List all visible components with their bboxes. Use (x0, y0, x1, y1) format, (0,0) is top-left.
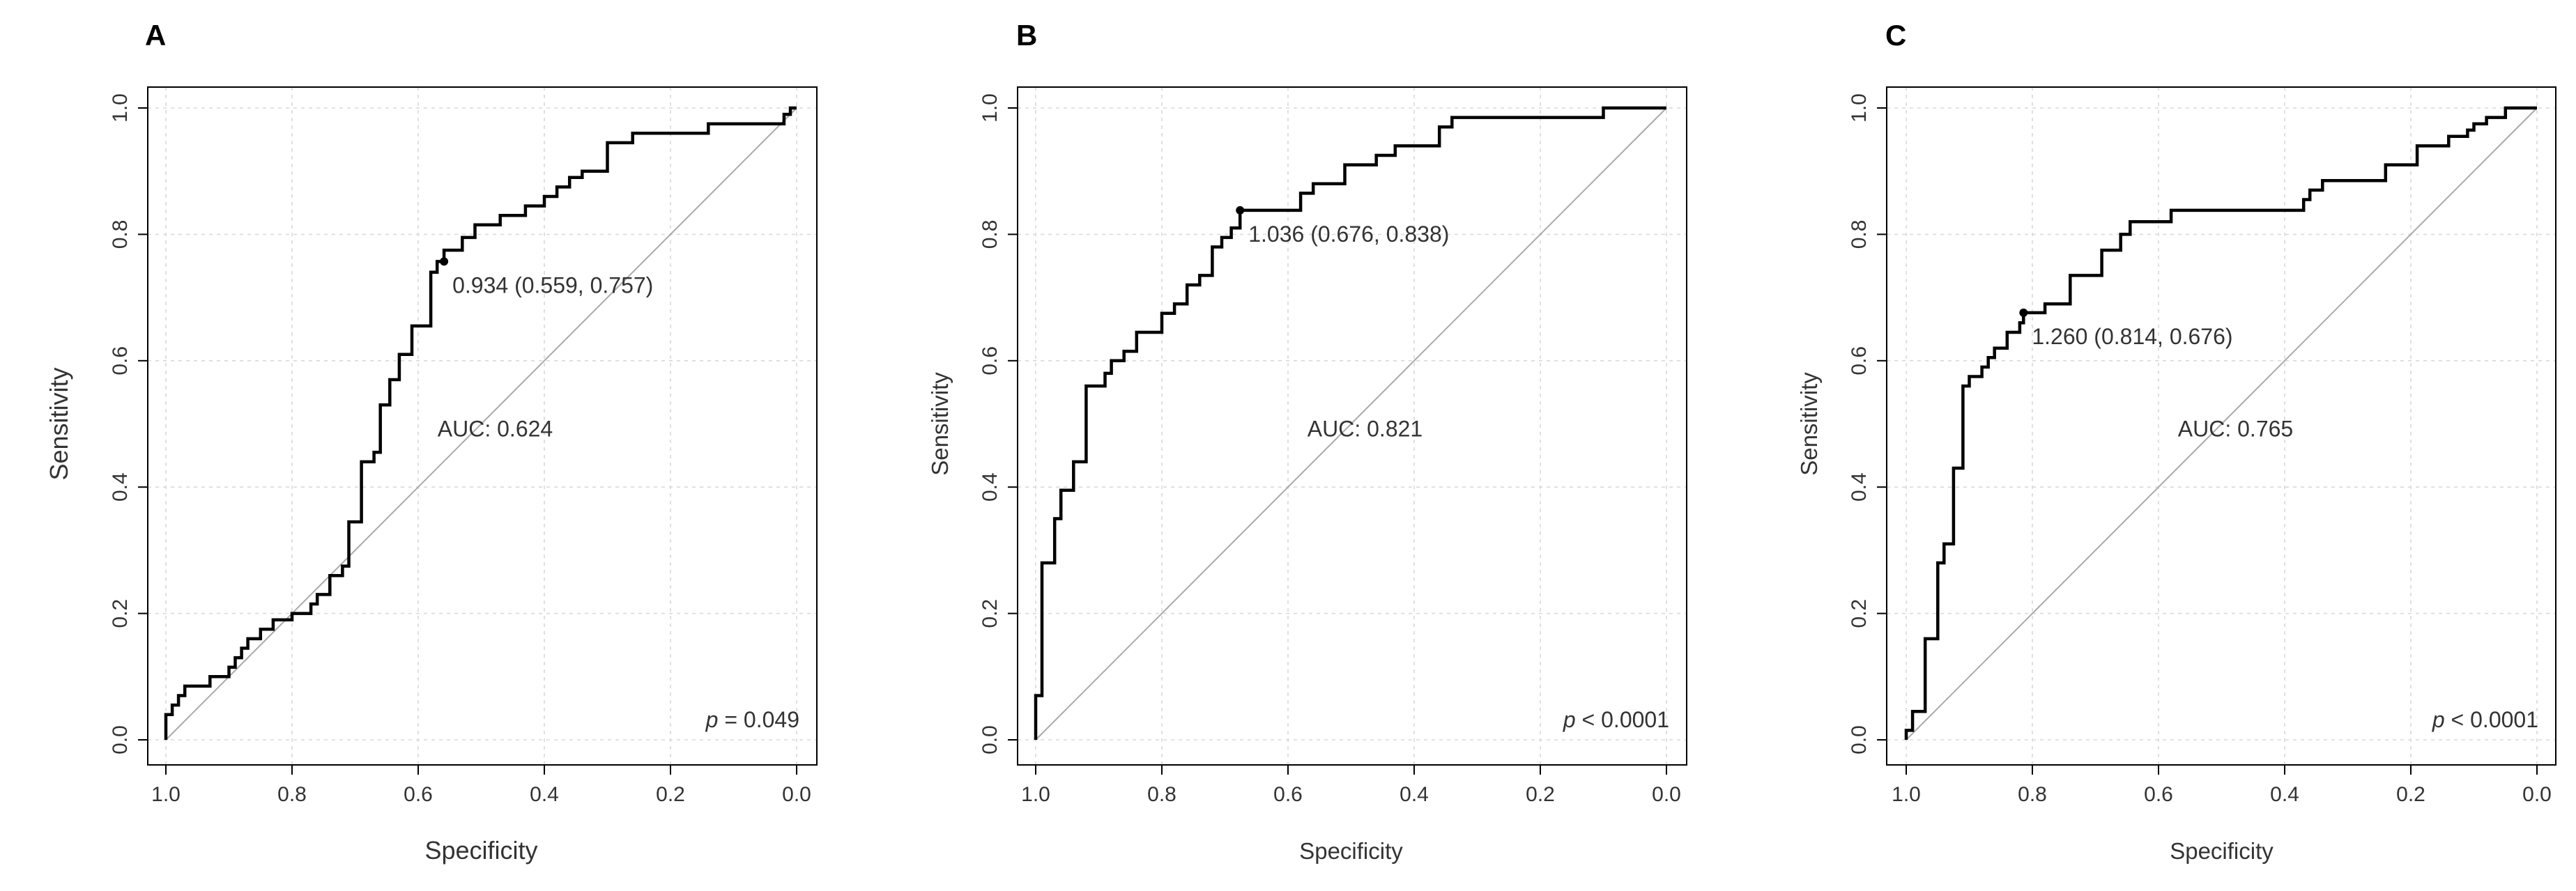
x-tick-label: 0.6 (404, 783, 433, 806)
roc-curve (1904, 106, 2537, 740)
roc-curve (1034, 106, 1666, 740)
x-tick-label: 0.0 (2522, 783, 2552, 806)
panel-letter: A (145, 19, 166, 52)
x-tick-label: 0.8 (1147, 783, 1176, 806)
panel-letter: B (1016, 19, 1037, 52)
y-tick-label: 0.2 (979, 599, 1002, 628)
y-tick-label: 0.4 (109, 472, 132, 502)
p-symbol: p (705, 707, 719, 732)
roc-panel-a: A 1.0 0.8 0.6 0.4 0.2 0.0 0.0 0.2 0.4 0.6 0.8 1.0 Spe… (45, 19, 818, 865)
x-tick-label: 1.0 (1892, 783, 1921, 806)
threshold-label: 1.036 (0.676, 0.838) (1248, 222, 1449, 247)
x-tick-label: 0.0 (782, 783, 811, 806)
x-tick-label: 0.4 (530, 783, 559, 806)
p-value-label: p < 0.0001 (1563, 707, 1669, 732)
y-tick-label: 0.6 (979, 346, 1002, 375)
y-tick-label: 1.0 (109, 93, 132, 123)
x-tick-label: 0.6 (1273, 783, 1303, 806)
threshold-point (440, 257, 449, 266)
reference-diagonal (1035, 107, 1667, 741)
p-value-text: = 0.049 (718, 707, 799, 732)
x-tick-label: 1.0 (151, 783, 181, 806)
x-tick-label: 0.4 (2270, 783, 2299, 806)
y-axis-title: Sensitivity (45, 367, 73, 480)
p-value-text: < 0.0001 (1576, 707, 1669, 732)
p-value-text: < 0.0001 (2445, 707, 2538, 732)
x-axis-title: Specificity (424, 836, 537, 865)
y-tick-label: 0.2 (1848, 599, 1871, 628)
threshold-point (1236, 206, 1245, 215)
x-tick-label: 0.8 (2018, 783, 2047, 806)
y-tick-label: 0.8 (1848, 220, 1871, 249)
x-tick-label: 0.8 (277, 783, 307, 806)
plot-frame (1886, 86, 2556, 766)
y-tick-label: 0.8 (109, 220, 132, 249)
p-value-label: p < 0.0001 (2432, 707, 2538, 732)
y-tick-label: 0.4 (1848, 472, 1871, 502)
x-axis-title: Specificity (2170, 838, 2274, 864)
threshold-point (2019, 308, 2028, 317)
p-symbol: p (2432, 707, 2445, 732)
y-tick-label: 1.0 (1848, 93, 1871, 123)
y-tick-label: 0.6 (1848, 346, 1871, 375)
x-tick-label: 0.0 (1652, 783, 1681, 806)
threshold-label: 0.934 (0.559, 0.757) (452, 272, 653, 297)
roc-panel-c: C 1.0 0.8 0.6 0.4 0.2 0.0 0.0 0.2 0.4 0.6 0.8 1.0 Spe… (1796, 19, 2556, 864)
reference-diagonal (165, 107, 797, 741)
x-tick-label: 0.2 (1526, 783, 1555, 806)
threshold-label: 1.260 (0.814, 0.676) (2032, 324, 2232, 349)
x-tick-label: 0.6 (2144, 783, 2173, 806)
x-tick-label: 0.2 (2396, 783, 2425, 806)
roc-panel-b: B 1.0 0.8 0.6 0.4 0.2 0.0 0.0 0.2 0.4 0.6 0.8 1.0 Spe… (927, 19, 1687, 864)
reference-diagonal (1906, 107, 2538, 741)
panel-letter: C (1885, 19, 1906, 52)
roc-curve (164, 106, 797, 740)
x-tick-label: 1.0 (1021, 783, 1050, 806)
x-axis-title: Specificity (1299, 838, 1403, 864)
y-tick-label: 0.0 (979, 725, 1002, 754)
plot-frame (147, 86, 818, 766)
x-tick-label: 0.4 (1400, 783, 1429, 806)
auc-label: AUC: 0.624 (438, 417, 553, 442)
auc-label: AUC: 0.821 (1308, 417, 1423, 442)
y-tick-label: 0.6 (109, 346, 132, 375)
x-tick-label: 0.2 (656, 783, 685, 806)
auc-label: AUC: 0.765 (2178, 417, 2293, 442)
y-tick-label: 0.0 (109, 725, 132, 754)
y-tick-label: 0.0 (1848, 725, 1871, 754)
y-axis-title: Sensitivity (927, 372, 953, 476)
y-axis-title: Sensitivity (1796, 372, 1822, 476)
y-tick-label: 0.8 (979, 220, 1002, 249)
p-value-label: p = 0.049 (705, 707, 799, 732)
plot-frame (1017, 86, 1687, 766)
y-tick-label: 0.4 (979, 472, 1002, 502)
p-symbol: p (1563, 707, 1576, 732)
y-tick-label: 0.2 (109, 599, 132, 628)
y-tick-label: 1.0 (979, 93, 1002, 123)
